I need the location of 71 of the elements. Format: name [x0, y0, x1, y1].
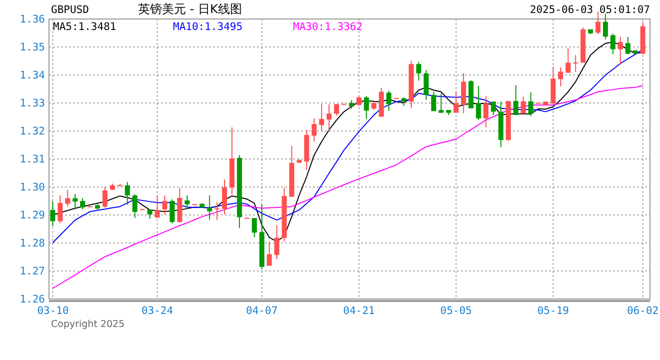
- candlestick: [386, 90, 392, 112]
- candlestick: [80, 198, 86, 210]
- candlestick: [356, 96, 362, 106]
- candlestick: [102, 186, 108, 208]
- candlestick: [595, 10, 600, 35]
- y-tick-label: 1.35: [20, 42, 45, 54]
- candlestick: [124, 181, 130, 206]
- x-tick-label: 06-02: [626, 305, 659, 317]
- x-tick-label: 04-21: [343, 305, 375, 317]
- candlestick: [618, 36, 623, 65]
- candlestick: [132, 194, 138, 218]
- candlestick: [72, 194, 78, 210]
- line-series: [52, 85, 644, 289]
- candlestick: [266, 241, 272, 266]
- y-tick-label: 1.27: [20, 266, 45, 278]
- text: MA10:1.3495: [173, 21, 243, 33]
- y-tick-label: 1.28: [20, 238, 45, 250]
- candlestick: [520, 96, 526, 114]
- x-tick-label: 03-24: [141, 305, 174, 317]
- text: MA5:1.3481: [53, 21, 116, 33]
- candlestick: [438, 92, 444, 114]
- candlestick: [528, 92, 534, 117]
- candlestick: [274, 224, 280, 260]
- chart-title: 英镑美元 - 日K线图: [138, 2, 242, 16]
- candlestick: [222, 178, 227, 215]
- candlestick: [416, 61, 422, 82]
- x-tick-label: 05-05: [440, 305, 472, 317]
- candlestick: [184, 194, 190, 208]
- y-tick-label: 1.33: [20, 98, 45, 110]
- y-tick-label: 1.29: [20, 210, 45, 222]
- candlestick: [50, 200, 56, 227]
- candlestick: [58, 194, 63, 224]
- candlestick: [214, 202, 220, 221]
- text: Copyright 2025: [51, 319, 125, 330]
- y-tick-label: 1.34: [20, 70, 45, 82]
- candlestick: [162, 194, 168, 215]
- candlestick: [252, 218, 257, 238]
- candlestick: [170, 198, 175, 224]
- candlestick: [326, 104, 332, 132]
- candlestick: [65, 189, 70, 208]
- x-tick-label: 05-19: [537, 305, 569, 317]
- candlestick: [461, 72, 466, 114]
- y-tick-label: 1.32: [20, 126, 45, 138]
- candlestick: [513, 84, 518, 116]
- candlestick: [490, 101, 496, 116]
- candlestick: [625, 36, 630, 55]
- candlestick: [207, 194, 212, 220]
- candlestick: [431, 91, 436, 112]
- y-tick-label: 1.26: [20, 294, 45, 306]
- candlestick: [312, 118, 317, 142]
- y-tick-label: 1.36: [20, 14, 45, 26]
- candlestick: [476, 85, 481, 121]
- x-tick-label: 04-07: [246, 305, 278, 317]
- candlestick: [566, 48, 571, 74]
- y-tick-label: 1.30: [20, 182, 45, 194]
- text: MA30:1.3362: [293, 21, 363, 33]
- candlestick: [334, 104, 340, 116]
- candlestick: [573, 54, 578, 72]
- chart-subtitle: GBPUSD: [51, 4, 89, 16]
- candlestick: [483, 96, 488, 128]
- candlestick: [424, 69, 429, 100]
- candlestick: [364, 96, 369, 120]
- x-tick-label: 03-10: [37, 305, 69, 317]
- candlestick: [602, 13, 608, 40]
- candlestick: [154, 194, 160, 219]
- candlestick: [610, 33, 616, 55]
- y-tick-label: 1.31: [20, 154, 45, 166]
- candlestick: [319, 104, 324, 132]
- candlestick: [558, 66, 564, 87]
- text: 2025-06-03 05:01:07: [530, 4, 650, 16]
- candlestick: [454, 91, 459, 114]
